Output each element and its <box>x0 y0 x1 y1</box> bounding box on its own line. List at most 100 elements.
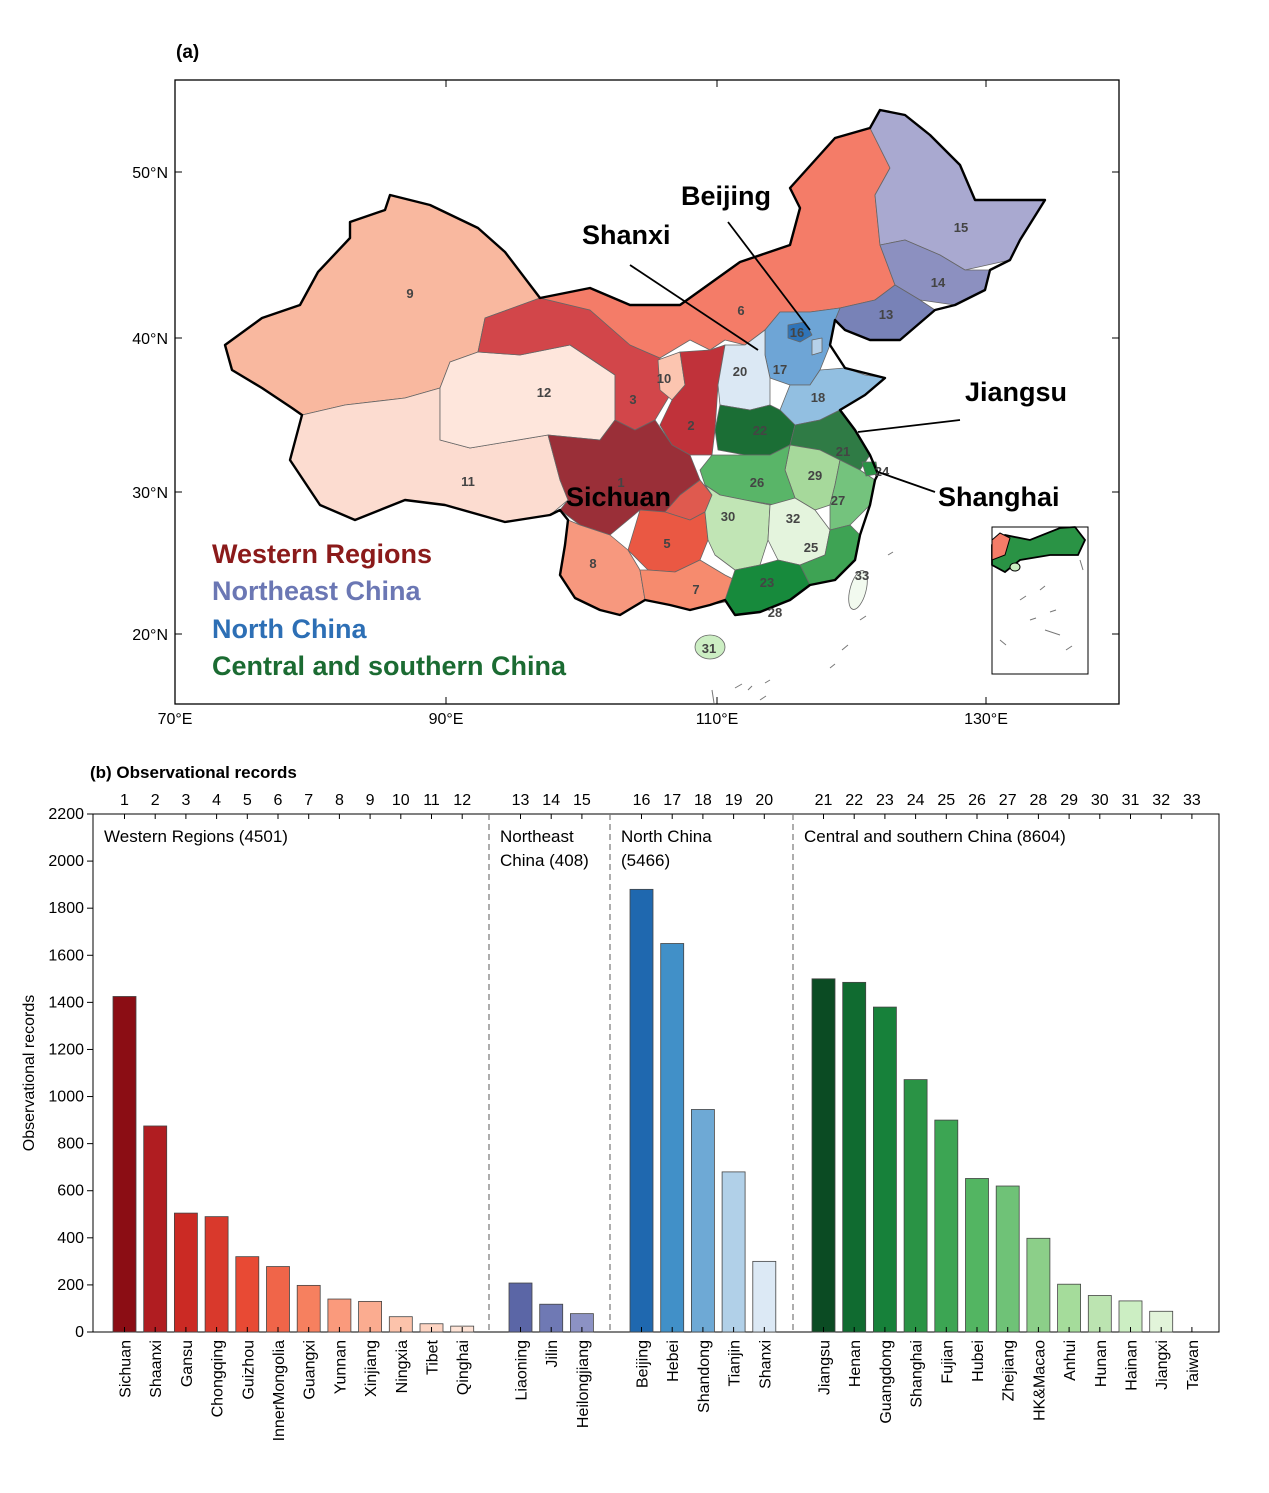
province-number: 10 <box>657 371 671 386</box>
y-tick-label: 400 <box>57 1230 84 1247</box>
category-label: Xinjiang <box>363 1340 380 1397</box>
bar <box>629 888 654 1333</box>
top-number-label: 32 <box>1152 792 1170 809</box>
category-label: Liaoning <box>514 1340 531 1401</box>
province-number: 31 <box>702 641 716 656</box>
bar-chart: 0200400600800100012001400160018002000220… <box>21 792 1220 1442</box>
top-number-label: 29 <box>1060 792 1078 809</box>
top-number-label: 19 <box>725 792 743 809</box>
bar <box>934 1119 959 1333</box>
y-tick-label: 1400 <box>48 994 84 1011</box>
callout-beijing: Beijing <box>681 181 771 211</box>
province-number: 21 <box>836 444 850 459</box>
category-label: Guangxi <box>302 1340 319 1400</box>
province-number: 13 <box>879 307 893 322</box>
top-number-label: 23 <box>876 792 894 809</box>
top-number-label: 6 <box>274 792 283 809</box>
province-number: 7 <box>692 582 699 597</box>
province-numbers: 1 2 3 5 6 7 8 9 10 11 12 13 14 15 16 17 … <box>406 220 968 656</box>
province-number: 16 <box>790 325 804 340</box>
category-label: Beijing <box>635 1340 652 1388</box>
province-number: 27 <box>831 493 845 508</box>
top-number-label: 27 <box>999 792 1017 809</box>
category-label: Anhui <box>1062 1340 1079 1381</box>
category-label: InnerMongolia <box>271 1340 288 1442</box>
top-number-label: 31 <box>1122 792 1140 809</box>
bar <box>691 1109 715 1333</box>
top-number-label: 11 <box>423 792 440 809</box>
bar <box>842 981 867 1333</box>
top-number-label: 1 <box>120 792 129 809</box>
top-number-label: 18 <box>694 792 712 809</box>
island-marks <box>711 551 894 704</box>
china-map <box>224 109 1046 660</box>
top-number-label: 15 <box>573 792 591 809</box>
province-number: 14 <box>931 275 946 290</box>
category-label: Zhejiang <box>1001 1340 1018 1401</box>
category-label: Taiwan <box>1185 1340 1202 1390</box>
y-tick-label: 1600 <box>48 947 84 964</box>
lat-axis: 50°N 40°N 30°N 20°N <box>132 165 1119 644</box>
map-panel: 50°N 40°N 30°N 20°N 70°E 90°E 110°E 130°… <box>132 79 1120 728</box>
province-number: 8 <box>589 556 596 571</box>
top-number-label: 5 <box>243 792 252 809</box>
province-number: 1 <box>617 475 624 490</box>
category-label: Shanxi <box>757 1340 774 1389</box>
bar <box>235 1256 260 1333</box>
category-label: Hubei <box>970 1340 987 1382</box>
category-label: Fujian <box>939 1340 956 1384</box>
y-tick-label: 600 <box>57 1183 84 1200</box>
legend-northeast-china: Northeast China <box>212 576 422 606</box>
category-label: Hunan <box>1093 1340 1110 1387</box>
bar <box>752 1260 777 1333</box>
group-title: Central and southern China (8604) <box>804 827 1066 846</box>
category-label: HK&Macao <box>1031 1340 1048 1421</box>
lon-tick-label: 70°E <box>158 711 193 728</box>
top-number-label: 8 <box>335 792 344 809</box>
y-tick-label: 1800 <box>48 900 84 917</box>
category-label: Tianjin <box>727 1340 744 1387</box>
y-axis-label: Observational records <box>21 995 38 1152</box>
region-legend: Western Regions Northeast China North Ch… <box>212 539 567 681</box>
lon-tick-label: 130°E <box>964 711 1008 728</box>
bar <box>903 1079 928 1333</box>
top-number-label: 24 <box>907 792 925 809</box>
category-label: Jiangxi <box>1154 1340 1171 1390</box>
bar <box>296 1284 321 1333</box>
lat-tick-label: 40°N <box>132 331 168 348</box>
bar <box>266 1266 290 1333</box>
province-number: 32 <box>786 511 800 526</box>
group-title: Western Regions (4501) <box>104 827 288 846</box>
category-label: Ningxia <box>394 1340 411 1393</box>
lon-tick-label: 110°E <box>696 711 739 728</box>
bar <box>112 996 137 1333</box>
group-title: Northeast <box>500 827 574 846</box>
top-number-label: 25 <box>937 792 955 809</box>
bar <box>143 1125 168 1333</box>
top-number-label: 13 <box>512 792 530 809</box>
category-label: Qinghai <box>455 1340 472 1395</box>
top-number-label: 10 <box>392 792 410 809</box>
y-tick-label: 1200 <box>48 1041 84 1058</box>
province-number: 33 <box>855 568 869 583</box>
group-title: North China <box>621 827 712 846</box>
plot-frame <box>92 813 1220 1333</box>
top-number-label: 3 <box>181 792 190 809</box>
lon-axis: 70°E 90°E 110°E 130°E <box>158 80 1008 728</box>
bar <box>721 1171 746 1333</box>
province-number: 30 <box>721 509 735 524</box>
lat-tick-label: 20°N <box>132 627 168 644</box>
category-label: Shanghai <box>909 1340 926 1408</box>
chart-title: (b) Observational records <box>90 763 297 782</box>
inset-map <box>991 526 1089 675</box>
top-number-label: 28 <box>1030 792 1048 809</box>
top-number-label: 17 <box>663 792 681 809</box>
bar <box>995 1185 1020 1333</box>
bar <box>508 1282 533 1333</box>
callout-sichuan: Sichuan <box>566 482 671 512</box>
top-number-label: 22 <box>845 792 863 809</box>
y-tick-label: 800 <box>57 1136 84 1153</box>
top-number-label: 14 <box>542 792 560 809</box>
category-label: Yunnan <box>332 1340 349 1394</box>
category-label: Gansu <box>179 1340 196 1387</box>
